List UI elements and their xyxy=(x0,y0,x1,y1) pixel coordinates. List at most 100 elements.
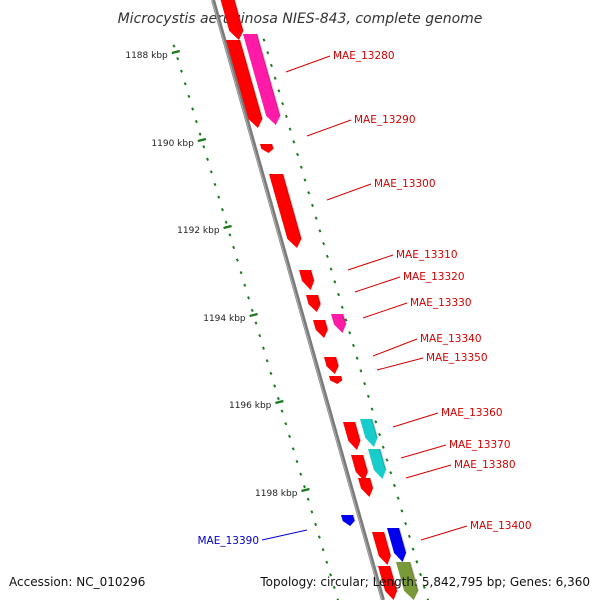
gene-feature[interactable] xyxy=(343,421,362,450)
genome-backbone xyxy=(211,0,385,600)
gene-arrow[interactable] xyxy=(269,174,302,248)
gene-feature[interactable] xyxy=(396,561,420,600)
gene-arrow[interactable] xyxy=(299,270,315,290)
scale-dot xyxy=(194,119,198,124)
gene-arrow[interactable] xyxy=(331,314,346,333)
gene-feature[interactable] xyxy=(329,375,344,384)
label-leader-line xyxy=(362,302,408,319)
outer-scale-dots xyxy=(262,38,430,600)
gene-feature[interactable] xyxy=(378,565,399,600)
gene-label[interactable]: MAE_13300 xyxy=(374,178,436,190)
gene-arrow[interactable] xyxy=(306,295,321,312)
scale-dot xyxy=(273,76,277,80)
gene-feature[interactable] xyxy=(360,418,379,447)
gene-arrow[interactable] xyxy=(243,34,281,125)
scale-dot xyxy=(314,216,318,220)
scale-dot xyxy=(296,152,300,157)
scale-dot xyxy=(183,82,187,86)
scale-dot xyxy=(284,422,288,426)
gene-label[interactable]: MAE_13360 xyxy=(441,407,503,419)
gene-arrow[interactable] xyxy=(360,419,378,447)
label-leader-line xyxy=(392,412,439,428)
gene-arrow[interactable] xyxy=(368,449,386,479)
major-tick xyxy=(223,224,232,230)
scale-dot xyxy=(202,145,206,149)
label-leader-line xyxy=(376,357,424,371)
scale-dot xyxy=(333,280,337,284)
scale-dot xyxy=(370,407,374,411)
gene-feature[interactable] xyxy=(260,143,275,153)
scale-dot xyxy=(378,432,382,437)
scale-dot xyxy=(381,445,385,449)
gene-label[interactable]: MAE_13400 xyxy=(470,520,532,532)
gene-label[interactable]: MAE_13370 xyxy=(449,439,511,451)
gene-label[interactable]: MAE_13320 xyxy=(403,271,465,283)
gene-arrow[interactable] xyxy=(343,422,361,450)
gene-arrow[interactable] xyxy=(372,532,391,565)
gene-arrow[interactable] xyxy=(358,478,373,497)
gene-feature[interactable] xyxy=(341,514,356,526)
gene-arrow[interactable] xyxy=(324,357,339,374)
label-leader-line xyxy=(347,254,394,271)
scale-dot xyxy=(310,510,314,514)
gene-feature[interactable] xyxy=(226,39,264,128)
gene-feature[interactable] xyxy=(368,448,387,479)
scale-dot xyxy=(299,165,303,169)
scale-dot xyxy=(209,170,213,174)
gene-feature[interactable] xyxy=(331,313,347,333)
gene-shade xyxy=(335,356,340,367)
gene-label[interactable]: MAE_13350 xyxy=(426,352,488,364)
gene-arrow[interactable] xyxy=(341,515,355,526)
scale-dot xyxy=(359,369,363,373)
scale-dot xyxy=(392,483,396,488)
scale-dot xyxy=(400,509,404,513)
scale-dot xyxy=(419,572,423,577)
gene-feature[interactable] xyxy=(324,356,340,374)
gene-label[interactable]: MAE_13340 xyxy=(420,333,482,345)
gene-feature[interactable] xyxy=(351,454,369,481)
gene-feature[interactable] xyxy=(220,0,245,40)
gene-label[interactable]: MAE_13390 xyxy=(197,535,259,547)
scale-dot xyxy=(228,233,232,237)
gene-arrow[interactable] xyxy=(378,566,398,600)
gene-arrow[interactable] xyxy=(260,144,274,153)
gene-feature[interactable] xyxy=(358,477,374,497)
gene-feature[interactable] xyxy=(299,269,316,290)
gene-arrow[interactable] xyxy=(226,40,263,128)
gene-arrow[interactable] xyxy=(387,528,407,562)
gene-feature[interactable] xyxy=(387,527,408,562)
gene-label[interactable]: MAE_13310 xyxy=(396,249,458,261)
scale-dot xyxy=(243,283,247,287)
gene-feature[interactable] xyxy=(306,294,322,312)
major-tick xyxy=(249,312,258,318)
gene-feature[interactable] xyxy=(313,319,329,338)
gene-feature[interactable] xyxy=(269,173,303,248)
gene-arrow[interactable] xyxy=(351,455,368,481)
scale-dot xyxy=(232,245,236,250)
gene-shade xyxy=(233,0,245,32)
gene-arrow[interactable] xyxy=(220,0,244,40)
gene-shade xyxy=(389,565,399,592)
gene-label[interactable]: MAE_13330 xyxy=(410,297,472,309)
label-leader-line xyxy=(306,119,352,137)
gene-arrow[interactable] xyxy=(329,376,343,384)
gene-label[interactable]: MAE_13380 xyxy=(454,459,516,471)
scale-dot xyxy=(265,359,269,363)
gene-arrow[interactable] xyxy=(396,562,419,600)
gene-feature[interactable] xyxy=(372,531,392,565)
scale-dot xyxy=(187,94,191,99)
gene-label[interactable]: MAE_13280 xyxy=(333,50,395,62)
gene-arrow[interactable] xyxy=(313,320,328,338)
scale-dot xyxy=(280,409,284,413)
gene-feature[interactable] xyxy=(243,33,282,125)
scale-dot xyxy=(325,254,329,259)
scale-dot xyxy=(284,114,288,119)
gene-label[interactable]: MAE_13290 xyxy=(354,114,416,126)
scale-dot xyxy=(366,394,370,399)
label-leader-line xyxy=(285,55,331,73)
gene-shade xyxy=(317,294,322,305)
scale-dot xyxy=(262,38,266,42)
tick-label: 1190 kbp xyxy=(151,139,194,149)
scale-dot xyxy=(389,471,393,475)
scale-dot xyxy=(179,69,183,73)
